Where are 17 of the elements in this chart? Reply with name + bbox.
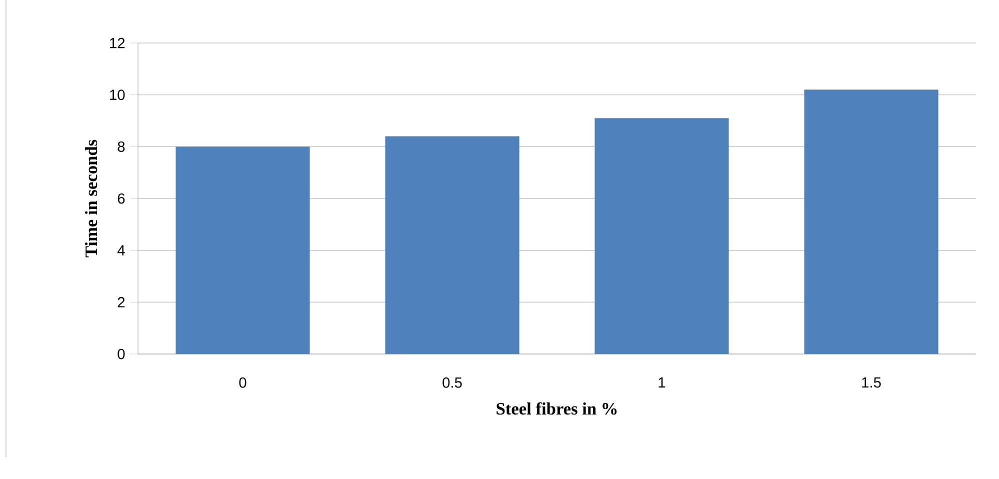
bar: [385, 136, 520, 354]
y-tick-label: 0: [118, 348, 125, 360]
x-tick-label: 1: [658, 377, 666, 388]
y-tick-label: 2: [118, 297, 125, 308]
x-axis-title: Steel fibres in %: [496, 402, 617, 415]
y-axis-title: Time in seconds: [84, 140, 98, 258]
y-tick-label: 10: [110, 90, 125, 100]
x-tick-label: 0: [239, 377, 246, 388]
x-tick-label: 0.5: [442, 377, 462, 388]
y-tick-label: 4: [117, 245, 125, 256]
y-tick-label: 6: [118, 193, 125, 204]
x-tick-label: 1.5: [862, 377, 881, 388]
y-tick-label: 12: [110, 38, 125, 48]
bar: [594, 118, 729, 354]
bar: [804, 90, 938, 354]
y-tick-label: 8: [118, 141, 125, 152]
bar: [176, 146, 310, 354]
